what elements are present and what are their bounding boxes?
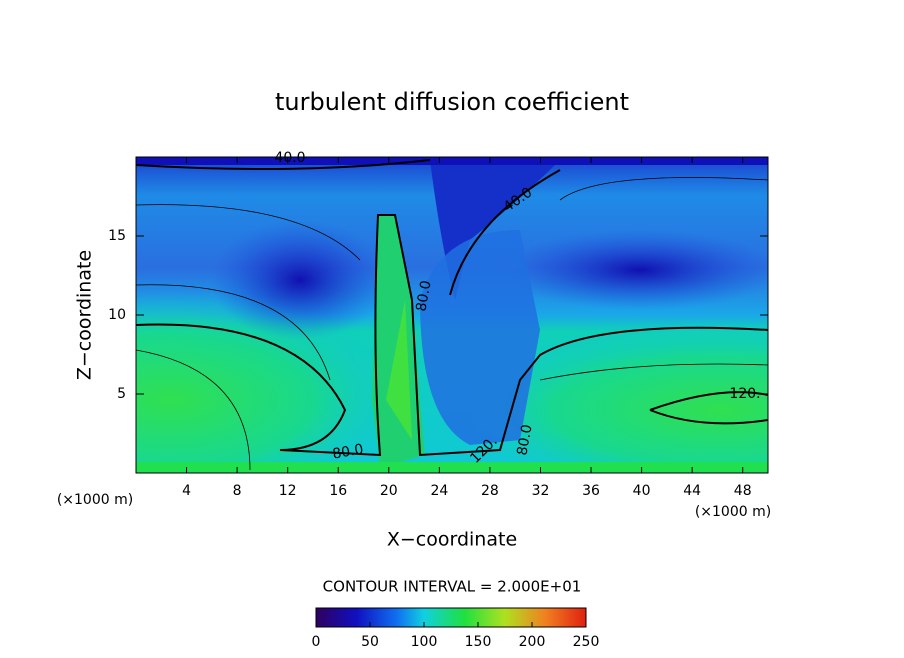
y-tick-label: 15 [108,228,126,244]
contour-label: 80.0 [514,423,535,456]
x-tick-label: 12 [279,483,297,499]
colorbar-tick-label: 250 [573,634,600,650]
y-tick-label: 5 [117,386,126,402]
colorbar-tick-label: 50 [361,634,379,650]
y-axis-label: Z−coordinate [74,250,96,380]
x-tick-label: 40 [633,483,651,499]
contour-label: 120. [729,386,760,402]
x-tick-label: 16 [329,483,347,499]
colorbar-tick-label: 0 [312,634,321,650]
colorbar [315,607,587,628]
x-tick-label: 48 [734,483,752,499]
chart-title: turbulent diffusion coefficient [275,88,629,116]
x-unit-label: (×1000 m) [57,492,133,508]
x-tick-label: 8 [233,483,242,499]
contour-label: 80.0 [413,279,434,312]
contour-lines [136,159,768,471]
x-unit-label: (×1000 m) [695,504,771,520]
x-tick-label: 44 [683,483,701,499]
contour-interval: CONTOUR INTERVAL = 2.000E+01 [323,578,582,596]
colorbar-tick-label: 100 [411,634,438,650]
x-tick-label: 28 [481,483,499,499]
contour-label: 80.0 [331,441,364,462]
contour-label: 40.0 [274,150,305,166]
x-tick-label: 36 [582,483,600,499]
contour-field [136,157,768,473]
x-tick-label: 20 [380,483,398,499]
x-tick-label: 4 [182,483,191,499]
colorbar-tick-label: 150 [465,634,492,650]
colorbar-tick-label: 200 [519,634,546,650]
y-tick-label: 10 [108,307,126,323]
x-tick-label: 24 [430,483,448,499]
x-tick-label: 32 [532,483,550,499]
x-axis-label: X−coordinate [387,529,517,551]
